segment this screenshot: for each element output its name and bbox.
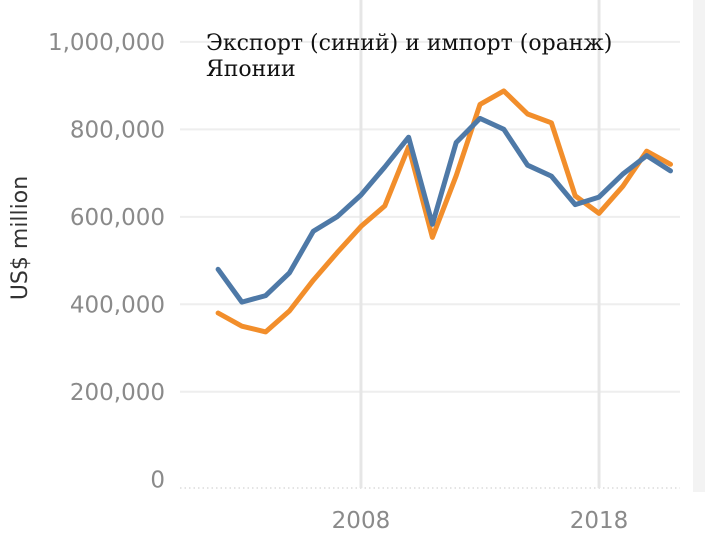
y-tick-label: 200,000 bbox=[70, 380, 165, 406]
y-tick-label: 0 bbox=[150, 467, 165, 493]
y-tick-label: 600,000 bbox=[70, 205, 165, 231]
vertical-grid bbox=[359, 0, 601, 488]
x-tick-label: 2008 bbox=[332, 508, 391, 534]
y-tick-label: 1,000,000 bbox=[48, 30, 165, 56]
chart-title-line-1: Экспорт (синий) и импорт (оранж) bbox=[206, 31, 612, 56]
y-axis-label: US$ million bbox=[8, 176, 33, 300]
import-line bbox=[215, 88, 673, 335]
right-frame-edge bbox=[693, 0, 705, 492]
chart-title-line-2: Японии bbox=[206, 57, 296, 82]
y-tick-label: 800,000 bbox=[70, 117, 165, 143]
series bbox=[215, 88, 673, 335]
y-axis: 0 200,000 400,000 600,000 800,000 1,000,000 bbox=[48, 30, 165, 493]
export-line bbox=[215, 115, 673, 305]
x-tick-label: 2018 bbox=[570, 508, 629, 534]
x-axis: 2008 2018 bbox=[332, 508, 629, 534]
y-tick-label: 400,000 bbox=[70, 292, 165, 318]
